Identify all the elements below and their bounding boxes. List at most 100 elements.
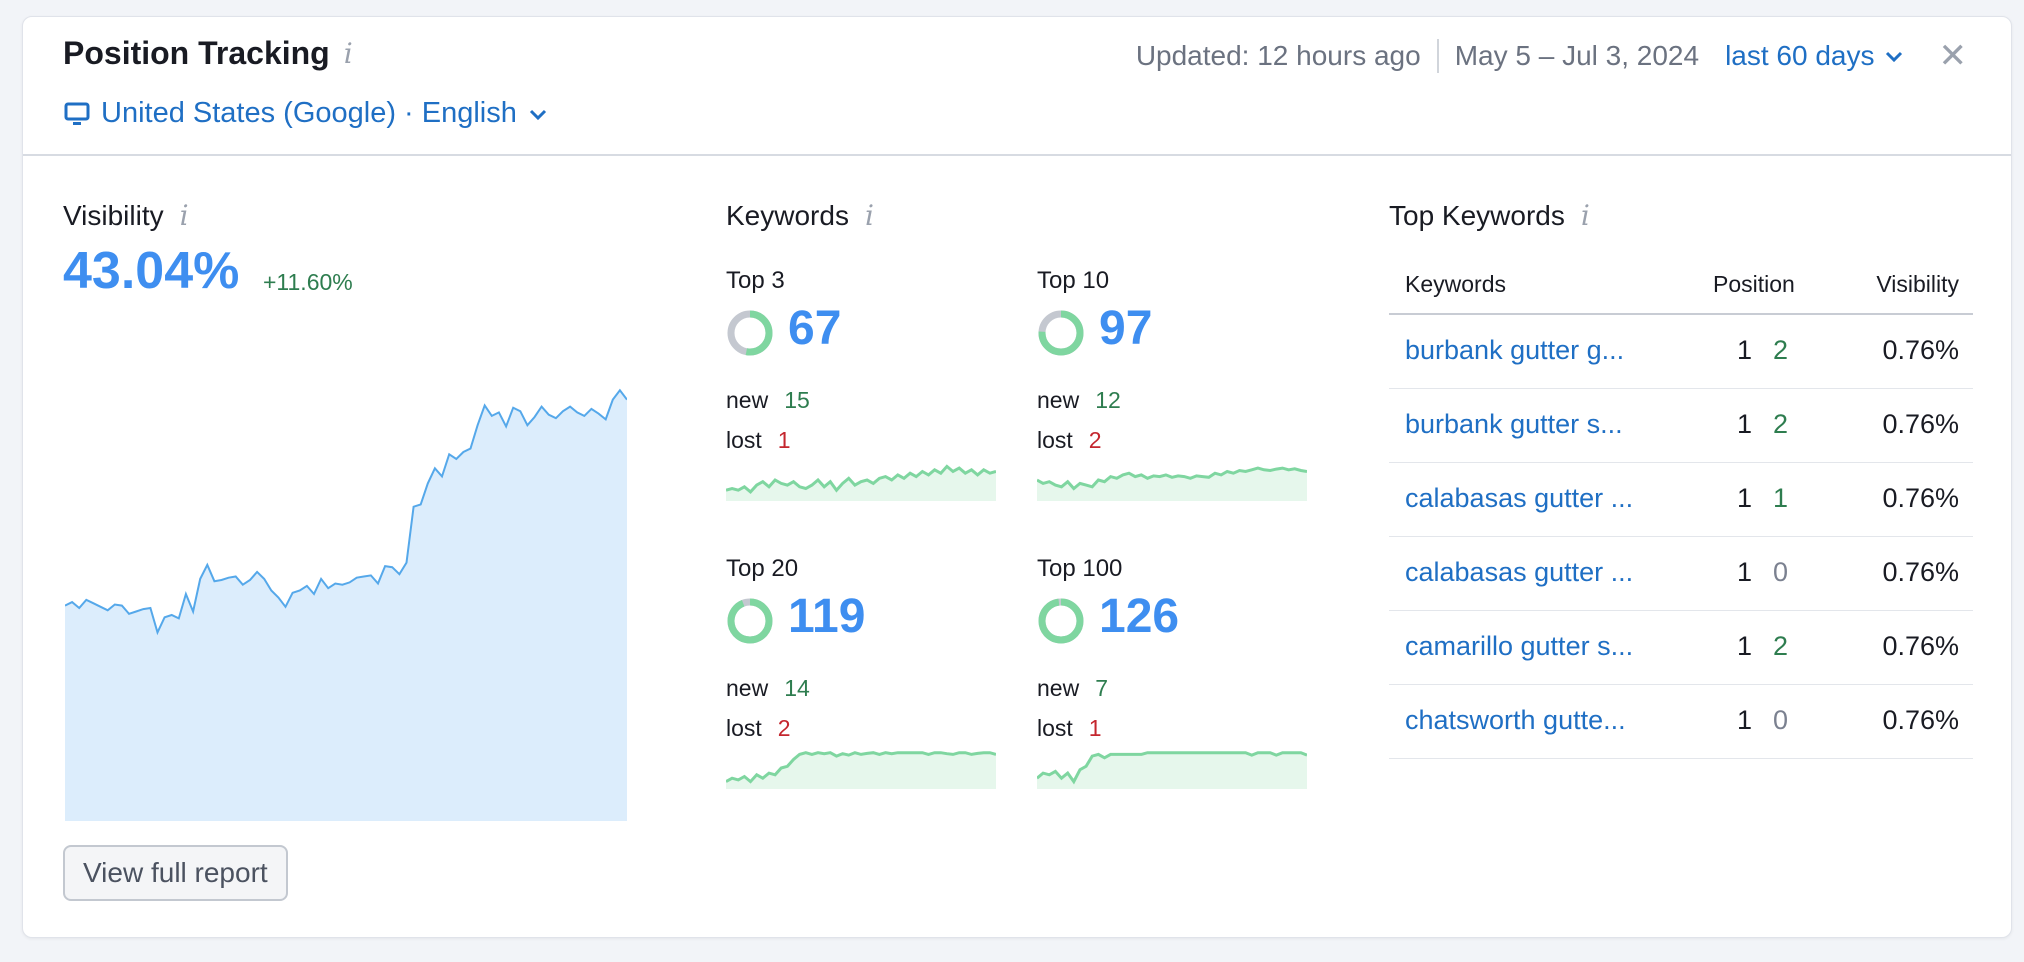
- visibility-chart: [65, 388, 627, 821]
- position-change: 0: [1773, 705, 1789, 735]
- header-meta: Updated: 12 hours ago May 5 – Jul 3, 202…: [1136, 39, 1967, 73]
- sparkline-line: [726, 751, 996, 784]
- visibility-area: [65, 390, 627, 821]
- keyword-block[interactable]: Top 20 119 new 14 lost 2: [726, 555, 1006, 825]
- keyword-sparkline: [726, 751, 996, 789]
- new-row: new 12: [1037, 387, 1121, 414]
- keyword-link[interactable]: chatsworth gutte...: [1405, 705, 1626, 735]
- keyword-count: 126: [1099, 590, 1180, 643]
- chevron-down-icon: [1885, 51, 1902, 63]
- table-header: Keywords Position Visibility: [1389, 257, 1973, 315]
- keyword-block-label: Top 3: [726, 267, 785, 294]
- keyword-link[interactable]: calabasas gutter ...: [1405, 557, 1634, 587]
- lost-count: 2: [1088, 427, 1102, 453]
- widget-header: Position Tracking i United States (Googl…: [23, 17, 2011, 156]
- table-row: calabasas gutter ... 1 1 0.76%: [1389, 463, 1973, 537]
- desktop-icon: [64, 102, 90, 125]
- info-icon[interactable]: i: [343, 37, 353, 70]
- new-count: 12: [1095, 387, 1121, 413]
- visibility-delta: +11.60%: [263, 269, 353, 295]
- visibility-title: Visibility: [63, 199, 164, 231]
- updated-text: Updated: 12 hours ago: [1135, 40, 1421, 71]
- new-count: 7: [1095, 675, 1108, 701]
- keyword-block[interactable]: Top 10 97 new 12 lost 2: [1037, 267, 1317, 537]
- lost-label: lost: [726, 427, 762, 453]
- close-icon[interactable]: ✕: [1938, 37, 1968, 75]
- keyword-visibility: 0.76%: [1882, 483, 1959, 513]
- keyword-link[interactable]: burbank gutter g...: [1405, 335, 1625, 365]
- column-header-keywords[interactable]: Keywords: [1405, 271, 1506, 297]
- keyword-count: 119: [788, 590, 866, 643]
- lost-label: lost: [726, 715, 762, 741]
- keyword-position: 1: [1737, 557, 1753, 587]
- keywords-title: Keywords: [726, 199, 849, 231]
- header-divider: [1436, 39, 1439, 73]
- keyword-block-label: Top 20: [726, 555, 799, 582]
- info-icon[interactable]: i: [1580, 199, 1590, 232]
- keyword-sparkline: [1037, 466, 1307, 501]
- keyword-link[interactable]: camarillo gutter s...: [1405, 631, 1634, 661]
- new-count: 15: [784, 387, 810, 413]
- sparkline-area: [1037, 468, 1307, 501]
- lost-count: 1: [777, 427, 791, 453]
- keyword-position: 1: [1737, 631, 1753, 661]
- widget-title: Position Tracking i: [63, 35, 353, 72]
- keyword-block-label: Top 10: [1037, 267, 1110, 294]
- keyword-visibility: 0.76%: [1882, 409, 1959, 439]
- keyword-block[interactable]: Top 100 126 new 7 lost 1: [1037, 555, 1317, 825]
- lost-count: 1: [1088, 715, 1102, 741]
- keyword-count: 67: [788, 302, 842, 355]
- location-selector[interactable]: United States (Google) · English: [63, 97, 549, 130]
- column-header-position[interactable]: Position: [1713, 271, 1795, 297]
- new-row: new 14: [726, 675, 810, 702]
- period-label: last 60 days: [1725, 40, 1875, 71]
- new-label: new: [1037, 675, 1080, 701]
- new-label: new: [1037, 387, 1080, 413]
- view-full-report-button[interactable]: View full report: [63, 845, 288, 901]
- keyword-sparkline: [1037, 751, 1307, 789]
- period-selector[interactable]: last 60 days: [1725, 40, 1904, 72]
- new-label: new: [726, 675, 769, 701]
- donut-icon: [727, 598, 773, 644]
- column-header-visibility[interactable]: Visibility: [1876, 271, 1959, 297]
- table-row: burbank gutter g... 1 2 0.76%: [1389, 315, 1973, 389]
- lost-count: 2: [777, 715, 791, 741]
- info-icon[interactable]: i: [864, 199, 874, 232]
- new-row: new 7: [1037, 675, 1108, 702]
- keyword-visibility: 0.76%: [1882, 557, 1959, 587]
- sparkline-area: [726, 752, 996, 789]
- sparkline-line: [1037, 466, 1307, 491]
- keyword-link[interactable]: burbank gutter s...: [1405, 409, 1623, 439]
- position-change: 0: [1773, 557, 1789, 587]
- donut-icon: [1038, 598, 1084, 644]
- new-count: 14: [784, 675, 810, 701]
- donut-fill: [1038, 310, 1084, 356]
- location-label: United States (Google) · English: [101, 97, 517, 129]
- table-row: chatsworth gutte... 1 0 0.76%: [1389, 685, 1973, 759]
- position-change: 2: [1773, 409, 1789, 439]
- keyword-visibility: 0.76%: [1882, 705, 1959, 735]
- keyword-block[interactable]: Top 3 67 new 15 lost 1: [726, 267, 1006, 537]
- lost-row: lost 1: [1037, 715, 1102, 742]
- lost-label: lost: [1037, 715, 1073, 741]
- sparkline-area: [1037, 752, 1307, 789]
- info-icon[interactable]: i: [179, 199, 189, 232]
- table-row: calabasas gutter ... 1 0 0.76%: [1389, 537, 1973, 611]
- keyword-visibility: 0.76%: [1882, 631, 1959, 661]
- lost-row: lost 2: [726, 715, 791, 742]
- top-keywords-table: Keywords Position Visibility burbank gut…: [1389, 257, 1973, 759]
- position-change: 2: [1773, 631, 1789, 661]
- keyword-link[interactable]: calabasas gutter ...: [1405, 483, 1634, 513]
- keyword-position: 1: [1737, 705, 1753, 735]
- donut-fill: [727, 598, 773, 644]
- keyword-count: 97: [1099, 302, 1153, 355]
- top-keywords-section-title: Top Keywords i: [1389, 199, 1590, 232]
- position-change: 2: [1773, 335, 1789, 365]
- table-row: burbank gutter s... 1 2 0.76%: [1389, 389, 1973, 463]
- lost-row: lost 1: [726, 427, 791, 454]
- position-change: 1: [1773, 483, 1789, 513]
- lost-label: lost: [1037, 427, 1073, 453]
- keyword-sparkline: [726, 464, 996, 501]
- donut-fill: [1038, 598, 1084, 644]
- keyword-position: 1: [1737, 335, 1753, 365]
